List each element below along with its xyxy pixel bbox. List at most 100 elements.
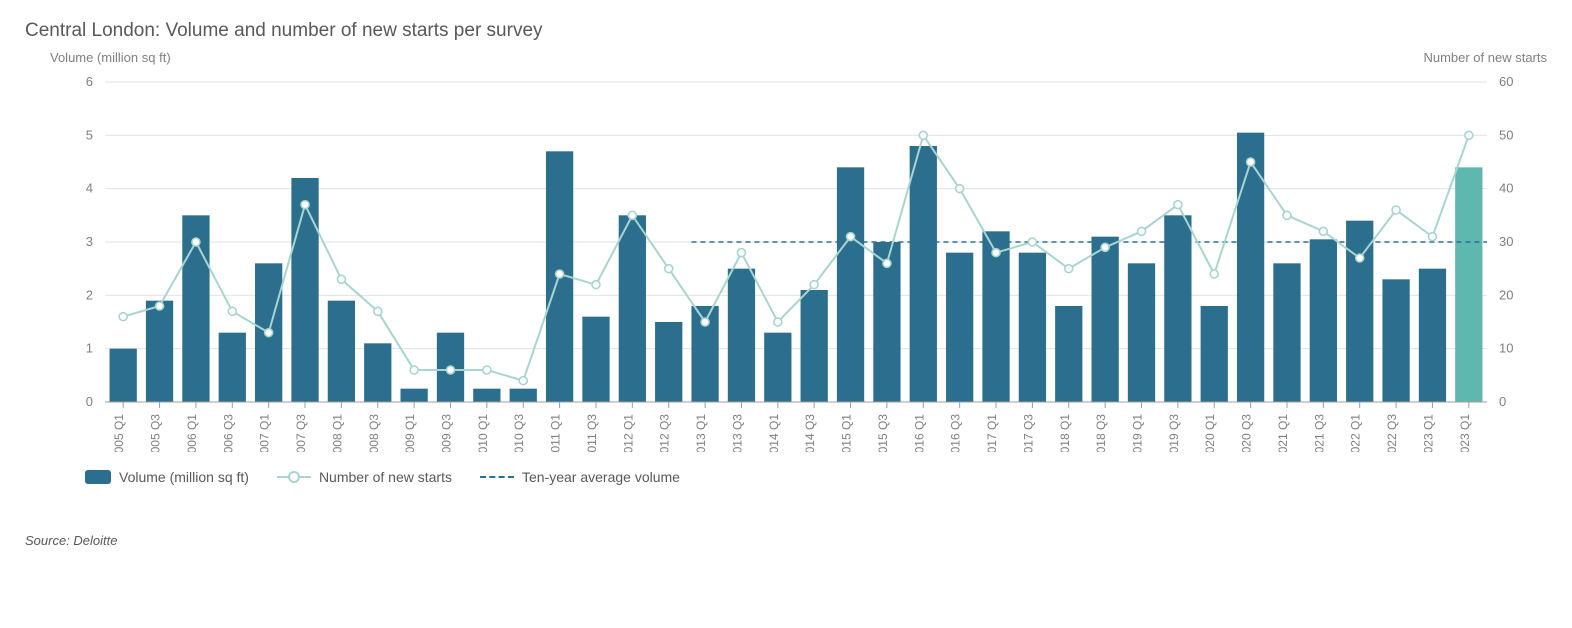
x-tick-label: 2021 Q3 (1312, 414, 1326, 452)
x-tick-label: 2009 Q1 (403, 414, 417, 452)
x-tick-label: 2008 Q1 (330, 414, 344, 452)
x-tick-label: 2012 Q3 (658, 414, 672, 452)
x-tick-label: 2019 Q3 (1167, 414, 1181, 452)
y-left-title: Volume (million sq ft) (50, 50, 171, 65)
bar (1310, 239, 1337, 402)
svg-text:10: 10 (1499, 341, 1513, 356)
line-marker (119, 313, 127, 321)
x-tick-label: 2007 Q1 (258, 414, 272, 452)
legend-dash-swatch (480, 476, 514, 478)
line-marker (228, 307, 236, 315)
bar (582, 317, 609, 402)
line-marker (701, 318, 709, 326)
x-tick-label: 2016 Q3 (949, 414, 963, 452)
x-tick-label: 2013 Q3 (730, 414, 744, 452)
svg-text:0: 0 (1499, 394, 1506, 409)
x-tick-label: 2017 Q3 (1021, 414, 1035, 452)
x-tick-label: 2013 Q1 (694, 414, 708, 452)
bar (1055, 306, 1082, 402)
x-tick-label: 2006 Q1 (185, 414, 199, 452)
x-tick-label: 2023 Q1 (1458, 414, 1472, 452)
line-marker (592, 281, 600, 289)
x-tick-label: 2008 Q3 (367, 414, 381, 452)
line-marker (1138, 227, 1146, 235)
svg-text:6: 6 (86, 74, 93, 89)
bar (1273, 263, 1300, 402)
svg-text:3: 3 (86, 234, 93, 249)
line-marker (374, 307, 382, 315)
line-marker (1465, 131, 1473, 139)
bar (328, 301, 355, 402)
svg-text:1: 1 (86, 341, 93, 356)
x-tick-label: 2011 Q3 (585, 414, 599, 452)
svg-text:20: 20 (1499, 287, 1513, 302)
line-marker (919, 131, 927, 139)
line-marker (628, 211, 636, 219)
x-tick-label: 2014 Q3 (803, 414, 817, 452)
line-marker (1065, 265, 1073, 273)
line-marker (665, 265, 673, 273)
chart-svg: 012345601020304050602005 Q12005 Q32006 Q… (25, 72, 1535, 452)
line-marker (1428, 233, 1436, 241)
x-tick-label: 2018 Q1 (1058, 414, 1072, 452)
line-marker (1174, 201, 1182, 209)
line-marker (1392, 206, 1400, 214)
x-tick-label: 2015 Q1 (840, 414, 854, 452)
line-marker (483, 366, 491, 374)
bar-latest (1455, 167, 1482, 402)
bar (110, 349, 137, 402)
x-tick-label: 2017 Q1 (985, 414, 999, 452)
bar (1164, 215, 1191, 402)
x-tick-label: 2021 Q1 (1276, 414, 1290, 452)
line-marker (447, 366, 455, 374)
line-marker (774, 318, 782, 326)
legend-line-item: Number of new starts (277, 469, 452, 485)
legend-avg-label: Ten-year average volume (522, 469, 680, 485)
svg-text:30: 30 (1499, 234, 1513, 249)
x-tick-label: 2005 Q1 (112, 414, 126, 452)
bar (291, 178, 318, 402)
x-tick-label: 2010 Q1 (476, 414, 490, 452)
line-marker (992, 249, 1000, 257)
bar (619, 215, 646, 402)
bar (364, 343, 391, 402)
x-tick-label: 2005 Q3 (149, 414, 163, 452)
line-marker (410, 366, 418, 374)
bar (837, 167, 864, 402)
chart-area: Volume (million sq ft) Number of new sta… (25, 72, 1547, 457)
bar (1091, 237, 1118, 402)
line-marker (810, 281, 818, 289)
x-tick-label: 2019 Q1 (1131, 414, 1145, 452)
bar (1128, 263, 1155, 402)
bar (1346, 221, 1373, 402)
bar (655, 322, 682, 402)
line-marker (1356, 254, 1364, 262)
x-tick-label: 2010 Q3 (512, 414, 526, 452)
x-tick-label: 2020 Q1 (1203, 414, 1217, 452)
svg-text:2: 2 (86, 287, 93, 302)
line-marker (956, 185, 964, 193)
legend-line-swatch (277, 476, 311, 478)
bar (146, 301, 173, 402)
x-tick-label: 2020 Q3 (1240, 414, 1254, 452)
x-tick-label: 2007 Q3 (294, 414, 308, 452)
bar (1237, 133, 1264, 402)
x-tick-label: 2006 Q3 (221, 414, 235, 452)
source-text: Source: Deloitte (25, 533, 1547, 548)
line-marker (1319, 227, 1327, 235)
x-tick-label: 2012 Q1 (621, 414, 635, 452)
line-series (123, 135, 1469, 380)
svg-text:60: 60 (1499, 74, 1513, 89)
bar (1382, 279, 1409, 402)
bar (219, 333, 246, 402)
line-marker (847, 233, 855, 241)
line-marker (737, 249, 745, 257)
line-marker (519, 377, 527, 385)
line-marker (301, 201, 309, 209)
legend-bar-label: Volume (million sq ft) (119, 469, 249, 485)
line-marker (265, 329, 273, 337)
x-tick-label: 2023 Q1 (1421, 414, 1435, 452)
x-tick-label: 2014 Q1 (767, 414, 781, 452)
bar (473, 389, 500, 402)
bar (801, 290, 828, 402)
